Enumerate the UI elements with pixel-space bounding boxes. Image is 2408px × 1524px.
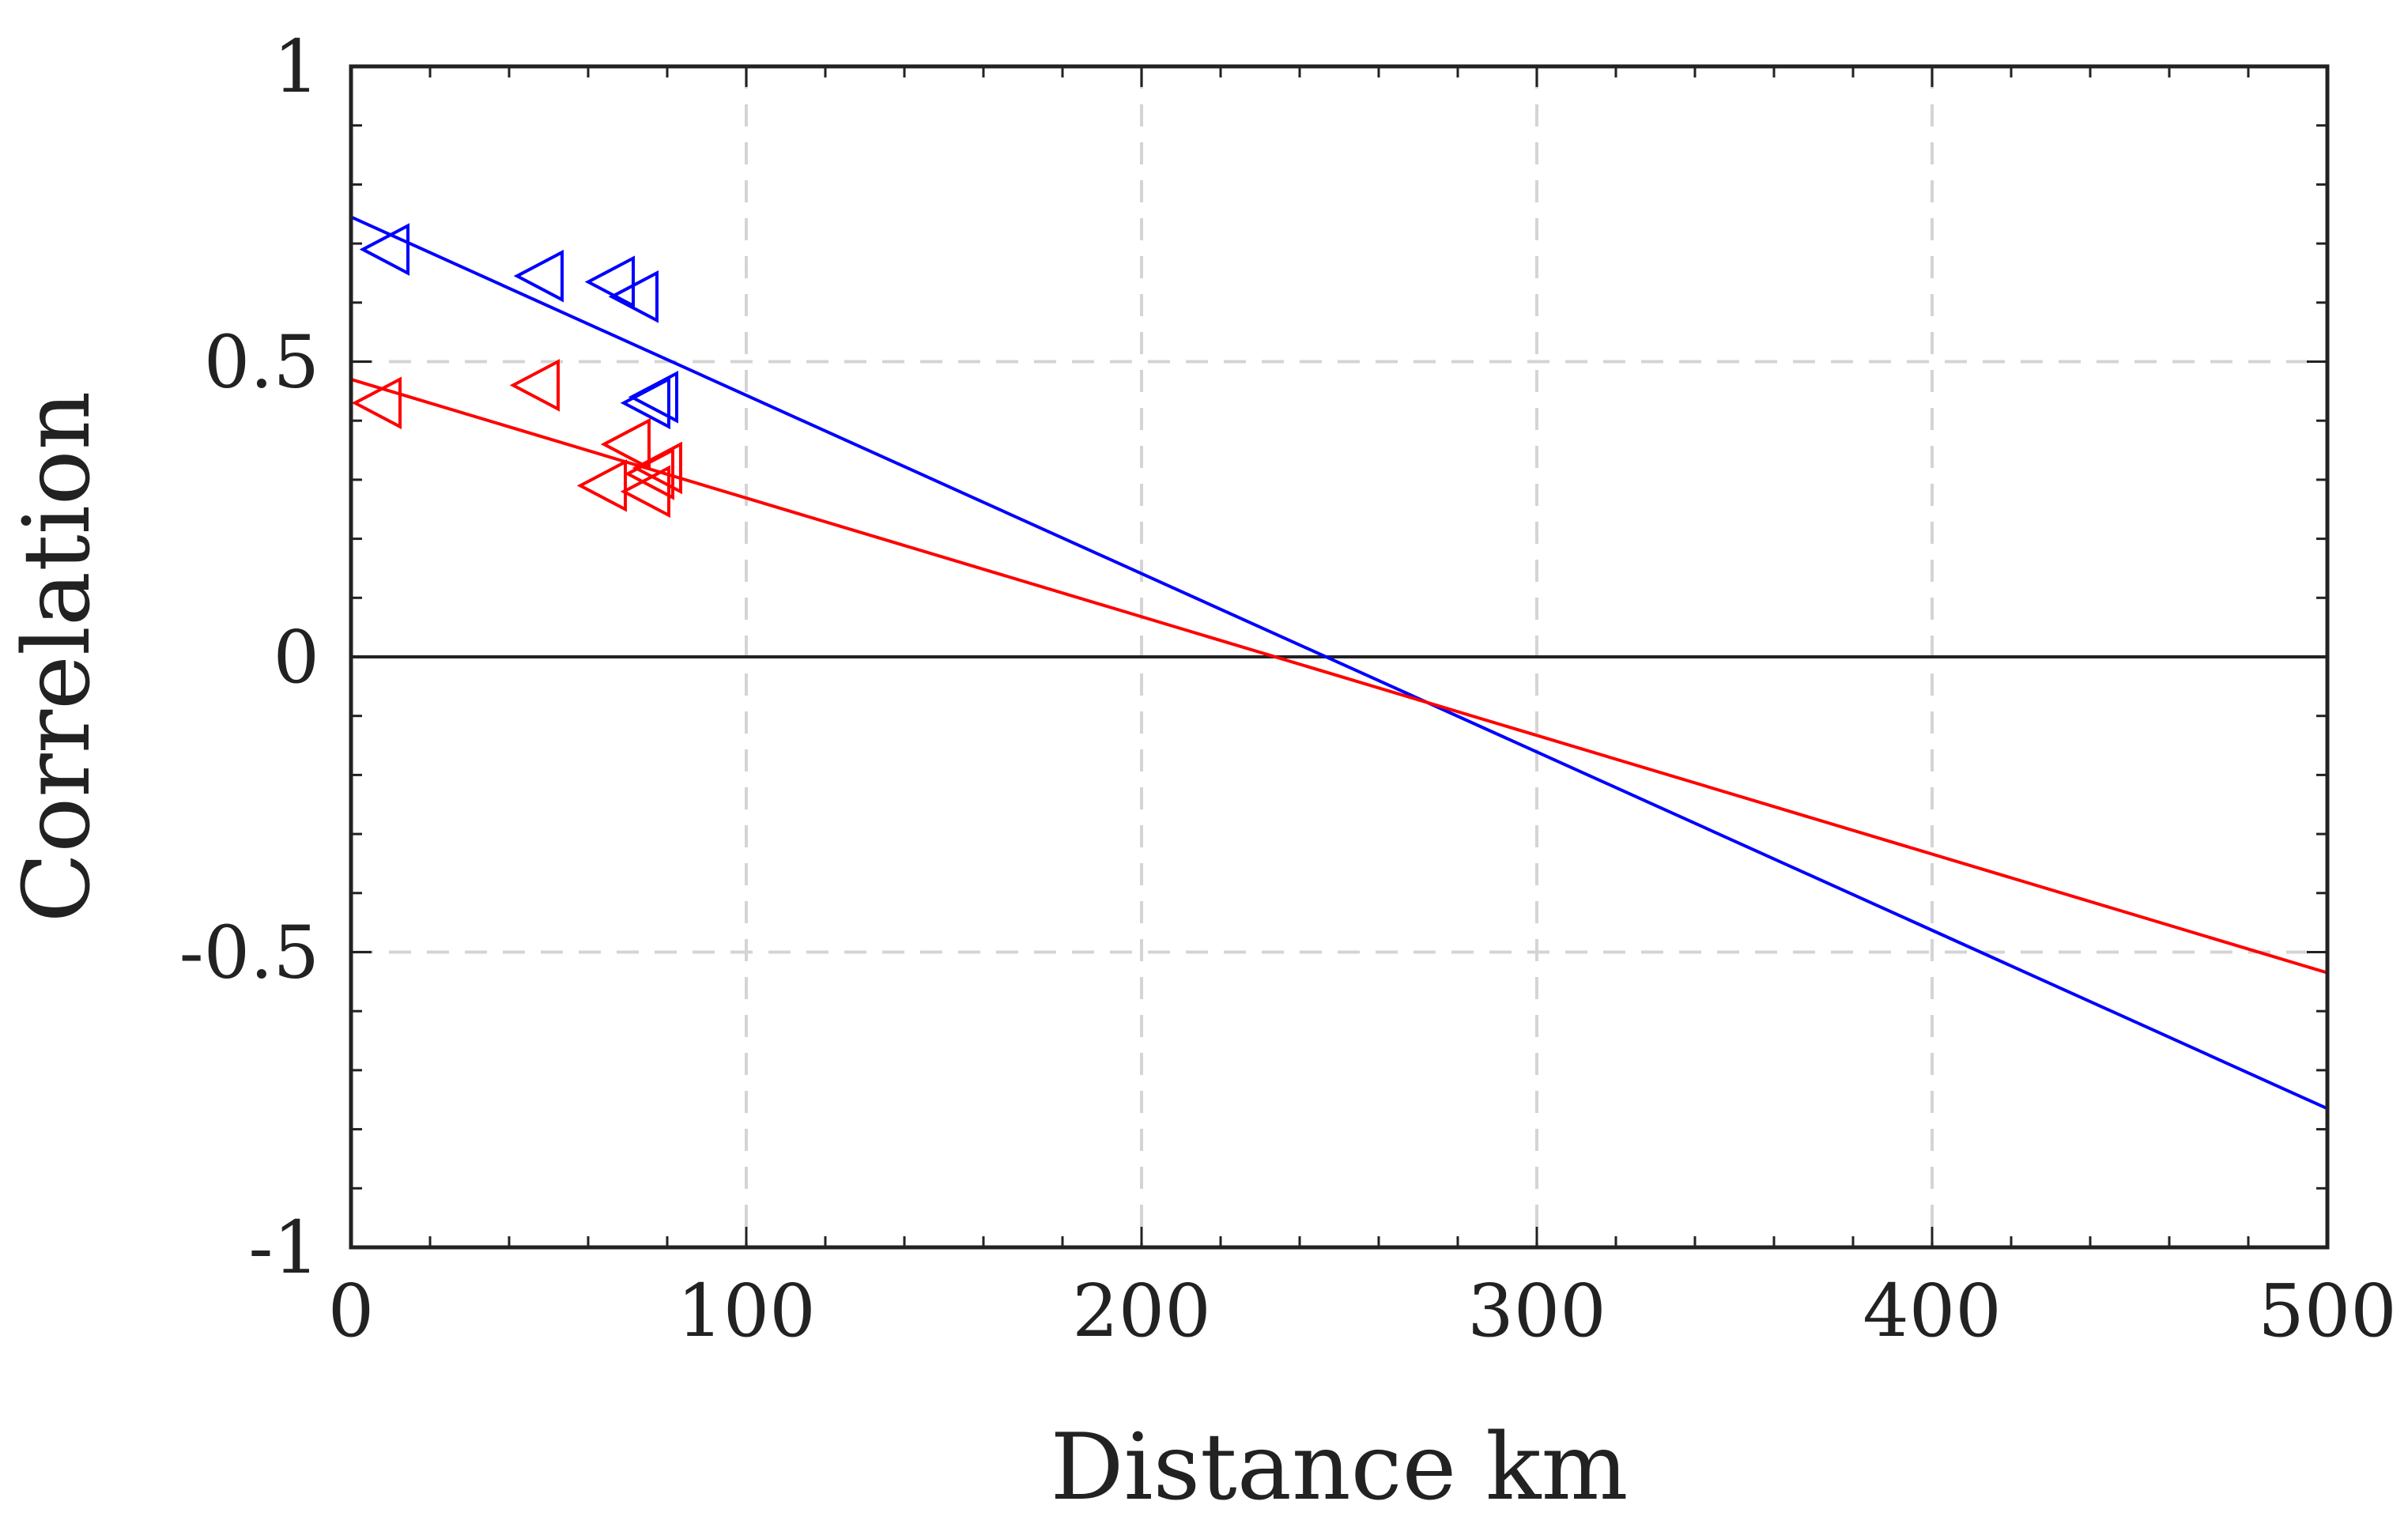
y-tick-label: 0 <box>273 615 319 700</box>
y-axis-title: Correlation <box>4 391 111 923</box>
y-tick-labels: -1 -0.5 0 0.5 1 <box>179 25 319 1290</box>
x-tick-label: 200 <box>1072 1269 1211 1353</box>
red-data-point <box>351 376 402 430</box>
blue-data-point <box>513 249 564 303</box>
red-data-point <box>620 465 670 519</box>
blue-data-point <box>359 223 410 276</box>
red-data-point <box>600 417 651 471</box>
plot-frame <box>349 64 2330 1250</box>
y-tick-label: -1 <box>248 1205 319 1290</box>
x-tick-label: 300 <box>1467 1269 1606 1353</box>
x-axis-title: Distance km <box>1051 1414 1629 1521</box>
data-markers <box>351 223 682 519</box>
x-tick-labels: 0 100 200 300 400 500 <box>328 1269 2397 1353</box>
y-tick-label: 0.5 <box>204 320 319 405</box>
red-data-point <box>576 459 627 512</box>
blue-data-point <box>628 371 678 424</box>
blue-fit-line <box>350 215 2328 1111</box>
red-data-point <box>632 441 682 495</box>
y-tick-label: -0.5 <box>179 911 319 995</box>
y-tick-label: 1 <box>273 25 319 109</box>
x-tick-label: 400 <box>1863 1269 2002 1353</box>
blue-data-point <box>584 255 635 308</box>
x-tick-label: 500 <box>2258 1269 2397 1353</box>
blue-data-point <box>608 270 659 323</box>
x-tick-label: 100 <box>677 1269 816 1353</box>
x-tick-label: 0 <box>328 1269 375 1353</box>
red-data-point <box>509 359 560 412</box>
